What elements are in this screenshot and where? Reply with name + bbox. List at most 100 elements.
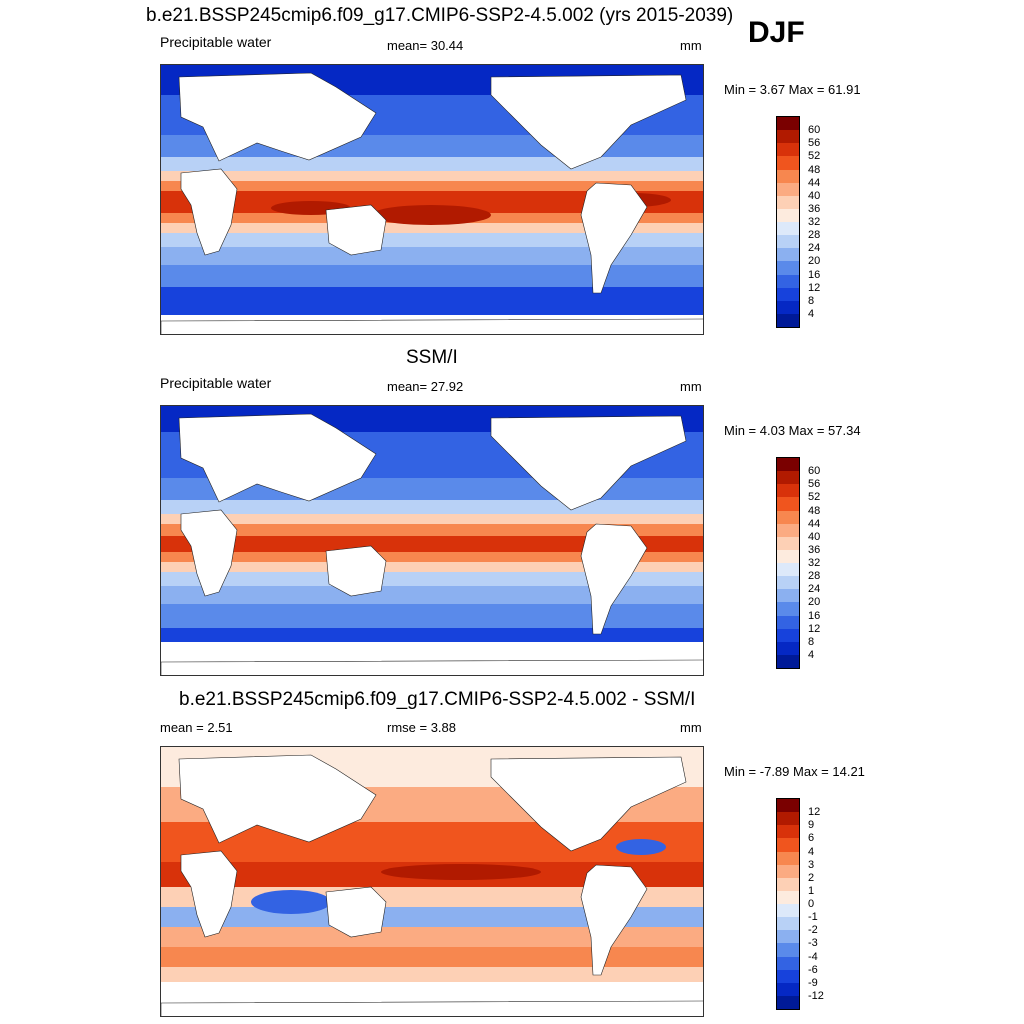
- colorbar-swatch: [777, 313, 799, 327]
- colorbar-swatch: [777, 182, 799, 196]
- colorbar-swatch: [777, 156, 799, 170]
- panel-3-title: b.e21.BSSP245cmip6.f09_g17.CMIP6-SSP2-4.…: [179, 689, 696, 710]
- colorbar-tick-label: 52: [808, 491, 821, 504]
- colorbar-swatch: [777, 287, 799, 301]
- colorbar-tick-label: 48: [808, 504, 821, 517]
- colorbar-tick-label: 2: [808, 871, 815, 884]
- panel-1-map-field: [161, 65, 703, 334]
- season-label: DJF: [748, 16, 805, 49]
- panel-3-minmax: Min = -7.89 Max = 14.21: [724, 764, 865, 779]
- panel-2-title: SSM/I: [406, 347, 458, 368]
- colorbar-swatch: [777, 864, 799, 878]
- panel-1-title: b.e21.BSSP245cmip6.f09_g17.CMIP6-SSP2-4.…: [146, 5, 734, 26]
- panel-2-colorbar: [776, 457, 800, 669]
- colorbar-swatch: [777, 300, 799, 314]
- colorbar-swatch: [777, 208, 799, 222]
- colorbar-swatch: [777, 799, 799, 813]
- colorbar-tick-label: 52: [808, 150, 821, 163]
- panel-3-rmse: rmse = 3.88: [387, 720, 457, 735]
- colorbar-swatch: [777, 248, 799, 262]
- panel-1-mean: mean= 30.44: [387, 38, 464, 53]
- panel-2-colorbar-labels: 60 56 52 48 44 40 36 32 28 24 20 16 12 8 4: [808, 457, 848, 669]
- colorbar-swatch: [777, 838, 799, 852]
- colorbar-swatch: [777, 222, 799, 236]
- panel-1-colorbar: [776, 116, 800, 328]
- colorbar-tick-label: 4: [808, 307, 815, 320]
- colorbar-tick-label: 44: [808, 517, 821, 530]
- colorbar-tick-label: 48: [808, 163, 821, 176]
- colorbar-tick-label: 6: [808, 832, 815, 845]
- colorbar-swatch: [777, 654, 799, 668]
- colorbar-tick-label: -2: [808, 924, 818, 937]
- colorbar-tick-label: 4: [808, 845, 815, 858]
- colorbar-swatch: [777, 549, 799, 563]
- colorbar-swatch: [777, 497, 799, 511]
- colorbar-swatch: [777, 510, 799, 524]
- colorbar-swatch: [777, 589, 799, 603]
- panel-1-colorbar-labels: 60 56 52 48 44 40 36 32 28 24 20 16 12 8 4: [808, 116, 848, 328]
- panel-3-colorbar-labels: 12 9 6 4 3 2 1 0 -1 -2 -3 -4 -6 -9 -12: [808, 798, 848, 1010]
- colorbar-swatch: [777, 117, 799, 131]
- colorbar-swatch: [777, 877, 799, 891]
- colorbar-tick-label: 3: [808, 858, 815, 871]
- colorbar-swatch: [777, 563, 799, 577]
- colorbar-tick-label: 40: [808, 189, 821, 202]
- panel-3-map: [160, 746, 704, 1017]
- colorbar-tick-label: 36: [808, 543, 821, 556]
- colorbar-swatch: [777, 458, 799, 472]
- colorbar-swatch: [777, 602, 799, 616]
- colorbar-swatch: [777, 917, 799, 931]
- colorbar-swatch: [777, 995, 799, 1009]
- colorbar-swatch: [777, 982, 799, 996]
- colorbar-tick-label: 8: [808, 294, 815, 307]
- colorbar-tick-label: 0: [808, 898, 815, 910]
- colorbar-tick-label: 20: [808, 596, 821, 609]
- panel-3-colorbar: [776, 798, 800, 1010]
- colorbar-swatch: [777, 930, 799, 944]
- colorbar-swatch: [777, 169, 799, 183]
- colorbar-swatch: [777, 956, 799, 970]
- colorbar-swatch: [777, 235, 799, 249]
- colorbar-swatch: [777, 825, 799, 839]
- colorbar-tick-label: -4: [808, 950, 818, 963]
- colorbar-swatch: [777, 890, 799, 904]
- colorbar-tick-label: 12: [808, 622, 821, 635]
- colorbar-tick-label: 24: [808, 242, 821, 255]
- colorbar-tick-label: 36: [808, 202, 821, 215]
- panel-1-variable-label: Precipitable water: [160, 34, 272, 50]
- colorbar-swatch: [777, 130, 799, 144]
- colorbar-swatch: [777, 943, 799, 957]
- colorbar-tick-label: 44: [808, 176, 821, 189]
- panel-2-map-field: [161, 406, 703, 675]
- colorbar-tick-label: -1: [808, 911, 818, 924]
- colorbar-swatch: [777, 274, 799, 288]
- colorbar-swatch: [777, 143, 799, 157]
- colorbar-swatch: [777, 523, 799, 537]
- panel-2-map: [160, 405, 704, 676]
- panel-3-mean: mean = 2.51: [160, 720, 233, 735]
- panel-2-units: mm: [680, 379, 702, 394]
- panel-3-map-field: [161, 747, 703, 1016]
- colorbar-tick-label: -12: [808, 989, 824, 1002]
- colorbar-tick-label: 12: [808, 806, 821, 819]
- colorbar-tick-label: 20: [808, 255, 821, 268]
- colorbar-swatch: [777, 471, 799, 485]
- panel-2-variable-label: Precipitable water: [160, 375, 272, 391]
- colorbar-swatch: [777, 195, 799, 209]
- colorbar-swatch: [777, 261, 799, 275]
- colorbar-tick-label: 4: [808, 648, 815, 661]
- colorbar-tick-label: 28: [808, 229, 821, 242]
- colorbar-tick-label: -9: [808, 976, 818, 989]
- colorbar-tick-label: 9: [808, 819, 815, 832]
- panel-1-map: [160, 64, 704, 335]
- colorbar-tick-label: 32: [808, 557, 821, 569]
- colorbar-tick-label: 60: [808, 124, 821, 137]
- colorbar-swatch: [777, 536, 799, 550]
- panel-2-mean: mean= 27.92: [387, 379, 464, 394]
- colorbar-swatch: [777, 641, 799, 655]
- colorbar-swatch: [777, 969, 799, 983]
- colorbar-tick-label: 12: [808, 281, 821, 294]
- colorbar-swatch: [777, 812, 799, 826]
- panel-2-minmax: Min = 4.03 Max = 57.34: [724, 423, 861, 438]
- colorbar-tick-label: 28: [808, 570, 821, 583]
